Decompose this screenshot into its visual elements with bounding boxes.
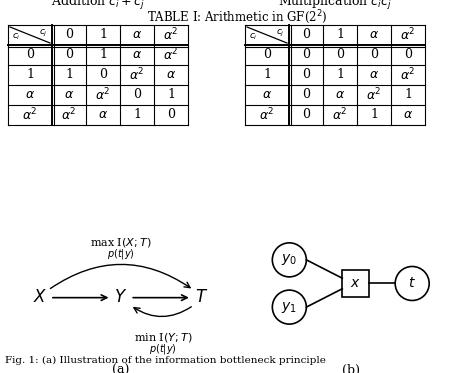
Text: $\alpha^2$: $\alpha^2$ <box>400 27 416 43</box>
Text: TABLE I: Arithmetic in GF(2$^2$): TABLE I: Arithmetic in GF(2$^2$) <box>147 8 327 26</box>
Text: $\alpha$: $\alpha$ <box>403 109 413 122</box>
Text: $X$: $X$ <box>33 289 48 306</box>
Text: (a): (a) <box>112 364 129 373</box>
Text: $c_j$: $c_j$ <box>39 28 48 39</box>
Text: 1: 1 <box>404 88 412 101</box>
Text: $x$: $x$ <box>350 276 361 291</box>
Text: 0: 0 <box>302 69 310 81</box>
Text: 0: 0 <box>133 88 141 101</box>
Text: 0: 0 <box>65 28 73 41</box>
Text: 0: 0 <box>370 48 378 62</box>
Text: 0: 0 <box>26 48 34 62</box>
Text: (b): (b) <box>342 364 360 373</box>
Text: $\alpha^2$: $\alpha^2$ <box>400 67 416 83</box>
Bar <box>342 270 369 297</box>
Text: $p(t|y)$: $p(t|y)$ <box>149 342 177 356</box>
Text: $\alpha$: $\alpha$ <box>132 28 142 41</box>
Text: $\alpha^2$: $\alpha^2$ <box>61 107 77 123</box>
Text: 0: 0 <box>302 28 310 41</box>
Text: min I$(Y;T)$: min I$(Y;T)$ <box>134 331 192 344</box>
Text: $Y$: $Y$ <box>114 289 128 306</box>
Text: $\alpha$: $\alpha$ <box>166 69 176 81</box>
Text: 0: 0 <box>99 69 107 81</box>
Text: 0: 0 <box>167 109 175 122</box>
Text: 1: 1 <box>65 69 73 81</box>
Text: 1: 1 <box>26 69 34 81</box>
Text: $\alpha^2$: $\alpha^2$ <box>22 107 38 123</box>
Text: 1: 1 <box>370 109 378 122</box>
Text: 0: 0 <box>302 88 310 101</box>
Text: Addition $c_i + c_j$: Addition $c_i + c_j$ <box>51 0 145 12</box>
Text: Multiplication $c_ic_j$: Multiplication $c_ic_j$ <box>278 0 392 12</box>
Text: $p(t|y)$: $p(t|y)$ <box>107 247 135 261</box>
Text: $T$: $T$ <box>194 289 208 306</box>
Text: $c_j$: $c_j$ <box>276 28 285 39</box>
Text: $\alpha$: $\alpha$ <box>25 88 35 101</box>
Text: $c_i$: $c_i$ <box>12 31 21 42</box>
Text: $y_0$: $y_0$ <box>281 253 297 267</box>
Text: 1: 1 <box>99 28 107 41</box>
Text: $\alpha^2$: $\alpha^2$ <box>129 67 145 83</box>
Text: 1: 1 <box>336 28 344 41</box>
Text: $\alpha$: $\alpha$ <box>369 28 379 41</box>
Text: $\alpha^2$: $\alpha^2$ <box>366 87 382 103</box>
Text: 0: 0 <box>65 48 73 62</box>
Text: $\alpha$: $\alpha$ <box>262 88 272 101</box>
Text: $\alpha$: $\alpha$ <box>369 69 379 81</box>
Text: $\alpha$: $\alpha$ <box>132 48 142 62</box>
Text: 1: 1 <box>133 109 141 122</box>
Text: 1: 1 <box>336 69 344 81</box>
Text: $\alpha$: $\alpha$ <box>98 109 108 122</box>
Text: $\alpha$: $\alpha$ <box>335 88 345 101</box>
Text: 0: 0 <box>263 48 271 62</box>
Text: 0: 0 <box>336 48 344 62</box>
Text: $\alpha^2$: $\alpha^2$ <box>163 27 179 43</box>
Text: 0: 0 <box>302 48 310 62</box>
Text: $\alpha^2$: $\alpha^2$ <box>259 107 275 123</box>
Text: 0: 0 <box>404 48 412 62</box>
Text: $y_1$: $y_1$ <box>282 300 297 314</box>
Text: max I$(X;T)$: max I$(X;T)$ <box>90 236 152 249</box>
Text: $\alpha$: $\alpha$ <box>64 88 74 101</box>
Text: 0: 0 <box>302 109 310 122</box>
Text: 1: 1 <box>263 69 271 81</box>
Text: $\alpha^2$: $\alpha^2$ <box>95 87 111 103</box>
Text: 1: 1 <box>167 88 175 101</box>
Text: Fig. 1: (a) Illustration of the information bottleneck principle: Fig. 1: (a) Illustration of the informat… <box>5 356 326 365</box>
Text: $c_i$: $c_i$ <box>249 31 258 42</box>
Text: $t$: $t$ <box>408 276 416 291</box>
Text: $\alpha^2$: $\alpha^2$ <box>332 107 348 123</box>
Text: 1: 1 <box>99 48 107 62</box>
Text: $\alpha^2$: $\alpha^2$ <box>163 47 179 63</box>
